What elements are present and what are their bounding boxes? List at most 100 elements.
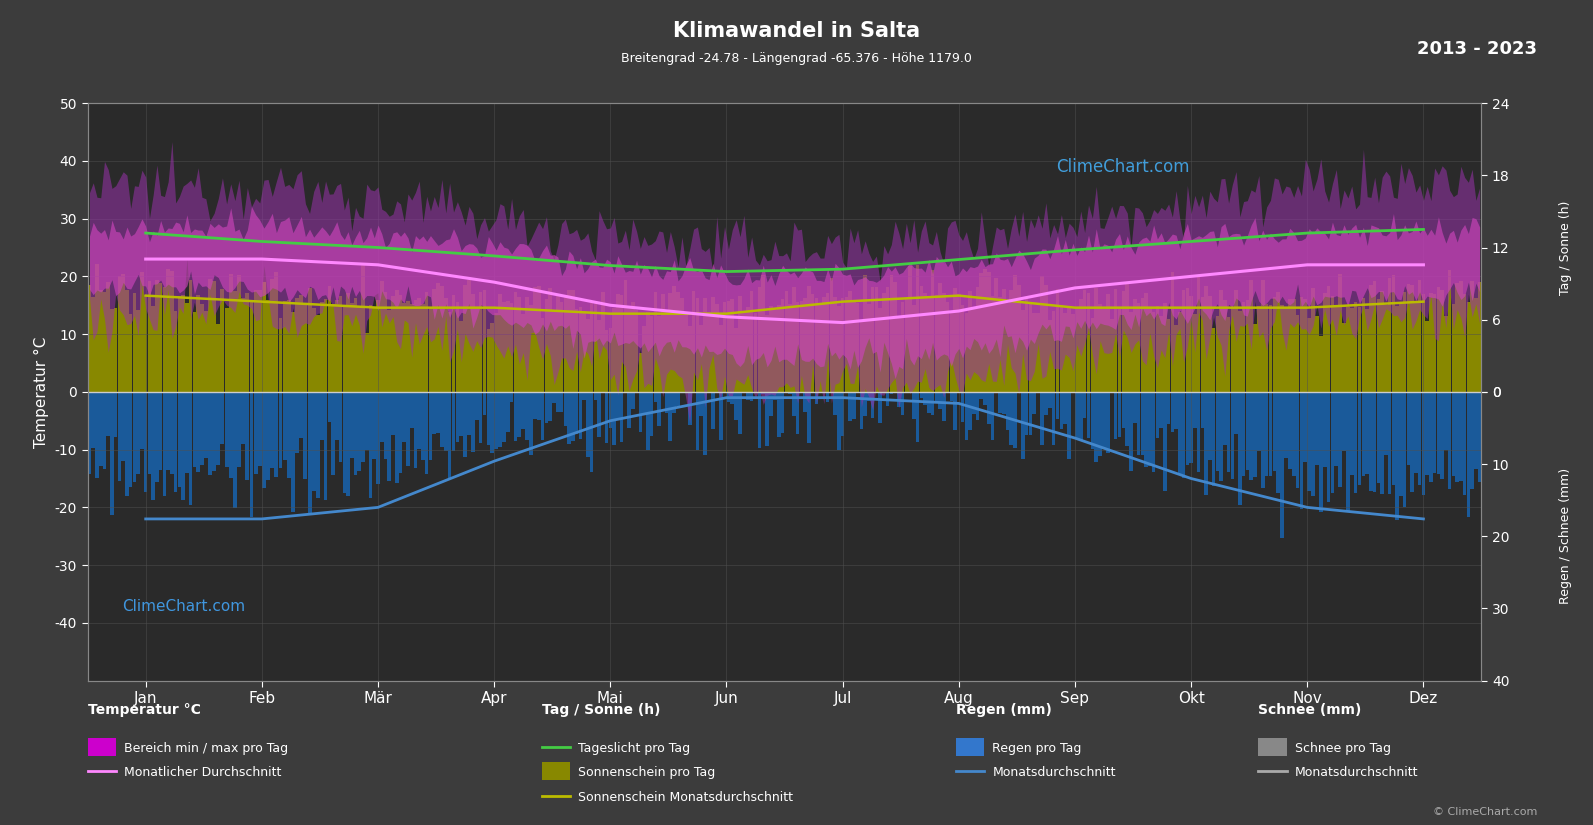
- Bar: [403, 303, 406, 392]
- Bar: [545, 299, 548, 392]
- Bar: [715, 304, 718, 392]
- Bar: [819, 303, 822, 392]
- Bar: [1284, 308, 1287, 392]
- Bar: [1196, 275, 1201, 392]
- Bar: [88, 285, 91, 392]
- Bar: [1102, 309, 1106, 392]
- Bar: [398, 392, 403, 473]
- Bar: [258, 392, 261, 465]
- Bar: [1281, 305, 1284, 392]
- Bar: [1043, 285, 1048, 392]
- Bar: [1410, 392, 1415, 492]
- Bar: [696, 392, 699, 450]
- Bar: [174, 311, 177, 392]
- Bar: [362, 392, 365, 462]
- Bar: [250, 302, 253, 392]
- Bar: [746, 392, 750, 400]
- Bar: [1338, 392, 1341, 487]
- Bar: [777, 305, 781, 392]
- Bar: [1445, 392, 1448, 450]
- Bar: [594, 303, 597, 392]
- Bar: [1456, 283, 1459, 392]
- Bar: [863, 275, 867, 392]
- Bar: [1335, 305, 1338, 392]
- Text: Tag / Sonne (h): Tag / Sonne (h): [1558, 200, 1572, 295]
- Bar: [1421, 392, 1426, 495]
- Bar: [1456, 392, 1459, 482]
- Bar: [953, 392, 957, 431]
- Bar: [494, 313, 499, 392]
- Bar: [991, 296, 994, 392]
- Bar: [110, 392, 113, 515]
- Bar: [229, 392, 233, 478]
- Bar: [357, 307, 362, 392]
- Bar: [312, 392, 315, 491]
- Bar: [1295, 392, 1300, 488]
- Bar: [589, 302, 593, 392]
- Text: Regen (mm): Regen (mm): [956, 703, 1051, 717]
- Bar: [1474, 299, 1478, 392]
- Bar: [734, 392, 738, 421]
- Bar: [1118, 309, 1121, 392]
- Bar: [773, 392, 777, 400]
- Bar: [1029, 392, 1032, 435]
- Bar: [1388, 392, 1391, 494]
- Bar: [534, 287, 537, 392]
- Bar: [548, 392, 553, 421]
- Bar: [1437, 286, 1440, 392]
- Bar: [456, 302, 459, 392]
- Bar: [941, 392, 946, 422]
- Bar: [664, 312, 669, 392]
- Bar: [432, 289, 436, 392]
- Bar: [583, 392, 586, 400]
- Bar: [1121, 392, 1125, 428]
- Bar: [949, 311, 953, 392]
- Bar: [1373, 392, 1376, 492]
- Bar: [900, 392, 905, 415]
- Bar: [1478, 392, 1481, 482]
- Bar: [609, 392, 612, 428]
- Bar: [479, 292, 483, 392]
- Bar: [467, 392, 472, 435]
- Bar: [855, 303, 859, 392]
- Bar: [421, 304, 425, 392]
- Bar: [726, 392, 730, 403]
- Bar: [570, 392, 575, 441]
- Bar: [381, 281, 384, 392]
- Bar: [710, 297, 715, 392]
- Bar: [159, 284, 162, 392]
- Bar: [669, 294, 672, 392]
- Bar: [1091, 392, 1094, 449]
- Bar: [1212, 392, 1215, 486]
- Bar: [1040, 276, 1043, 392]
- Bar: [126, 290, 129, 392]
- Bar: [935, 392, 938, 403]
- Bar: [765, 392, 769, 446]
- Bar: [1440, 290, 1443, 392]
- Bar: [1032, 392, 1035, 414]
- Bar: [1357, 307, 1362, 392]
- Bar: [1037, 314, 1040, 392]
- Bar: [1354, 392, 1357, 493]
- Bar: [1432, 392, 1437, 474]
- Bar: [1133, 392, 1137, 422]
- Bar: [570, 290, 575, 392]
- Bar: [395, 392, 398, 483]
- Bar: [1415, 392, 1418, 473]
- Bar: [323, 299, 327, 392]
- Bar: [852, 392, 855, 419]
- Bar: [274, 392, 279, 477]
- Bar: [871, 287, 875, 392]
- Bar: [849, 392, 852, 422]
- Bar: [597, 392, 601, 437]
- Bar: [957, 295, 961, 392]
- Bar: [994, 278, 999, 392]
- Bar: [440, 392, 444, 447]
- Bar: [373, 307, 376, 392]
- Bar: [1467, 392, 1470, 517]
- Bar: [96, 265, 99, 392]
- Bar: [1281, 392, 1284, 539]
- Bar: [548, 288, 553, 392]
- Bar: [331, 304, 335, 392]
- Bar: [825, 293, 830, 392]
